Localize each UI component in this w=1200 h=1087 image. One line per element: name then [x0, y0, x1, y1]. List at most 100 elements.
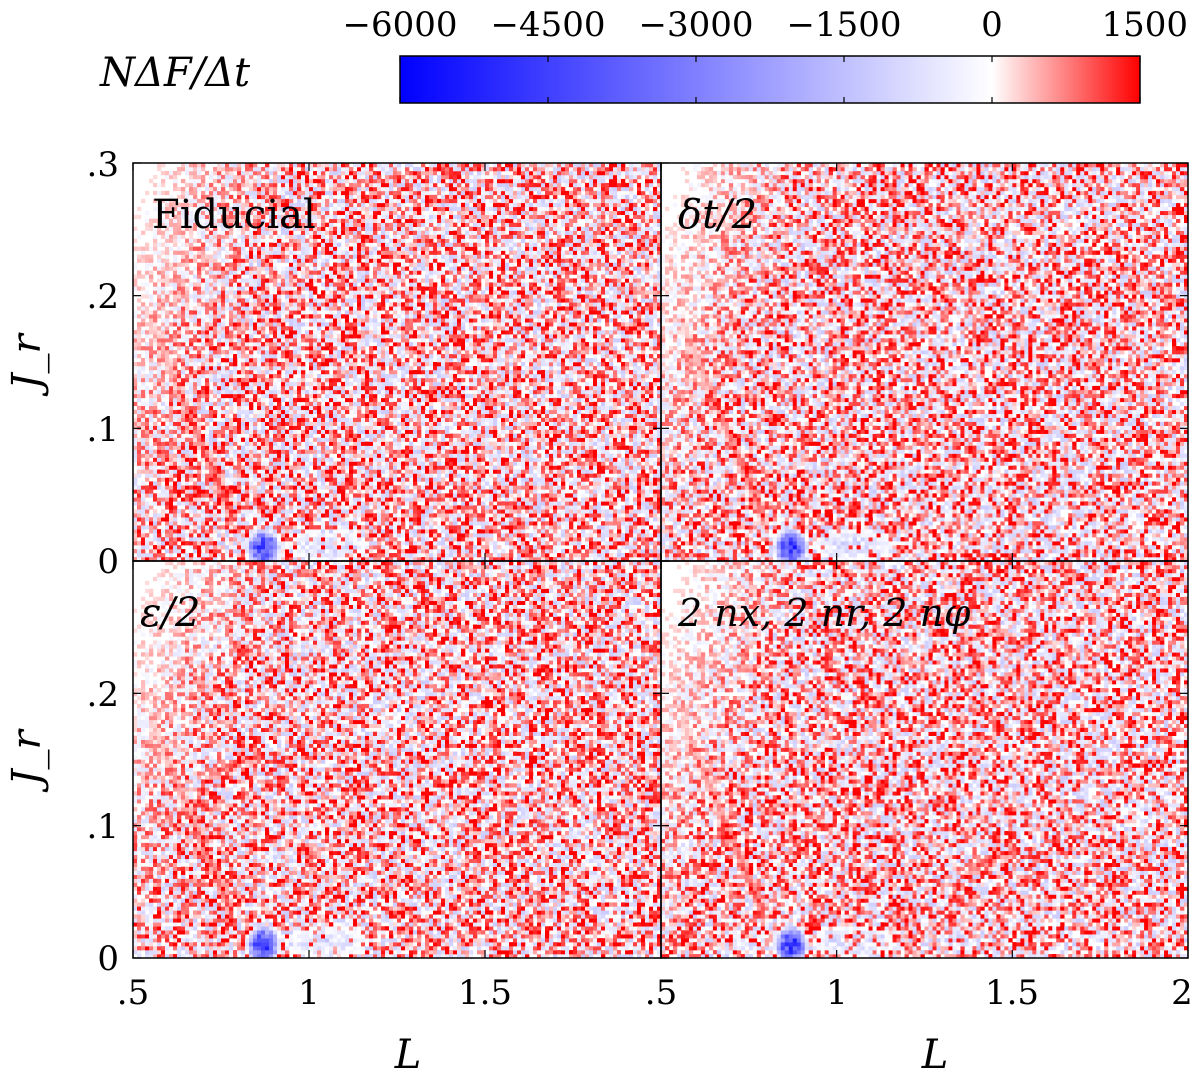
heatmap-cell — [141, 521, 145, 525]
heatmap-cell — [497, 521, 501, 525]
heatmap-cell — [613, 521, 617, 525]
heatmap-cell — [449, 517, 453, 521]
heatmap-cell — [185, 533, 189, 537]
heatmap-cell — [405, 549, 409, 553]
heatmap-cell — [273, 533, 277, 537]
figure: NΔF/Δt −6000−4500−3000−150001500 Fiducia… — [0, 0, 1200, 1082]
heatmap-cell — [473, 537, 477, 541]
heatmap-cell — [577, 533, 581, 537]
heatmap-cell — [253, 553, 257, 557]
heatmap-cell — [165, 525, 169, 529]
heatmap-cell — [365, 517, 369, 521]
heatmap-cell — [305, 521, 309, 525]
heatmap-cell — [213, 553, 217, 557]
heatmap-cell — [609, 533, 613, 537]
heatmap-cell — [201, 545, 205, 549]
heatmap-cell — [157, 553, 161, 557]
heatmap-cell — [413, 541, 417, 545]
heatmap-cell — [321, 533, 325, 537]
heatmap-cell — [245, 521, 249, 525]
heatmap-cell — [537, 541, 541, 545]
heatmap-cell — [509, 525, 513, 529]
heatmap-cell — [609, 541, 613, 545]
heatmap-cell — [145, 537, 149, 541]
heatmap-cell — [625, 533, 629, 537]
heatmap-cell — [457, 517, 461, 521]
heatmap-cell — [653, 541, 657, 545]
heatmap-cell — [377, 521, 381, 525]
heatmap-cell — [557, 541, 561, 545]
heatmap-cell — [389, 517, 393, 521]
heatmap-cell — [573, 549, 577, 553]
heatmap-cell — [297, 529, 301, 533]
heatmap-cell — [593, 553, 597, 557]
heatmap-cell — [197, 549, 201, 553]
heatmap-cell — [261, 525, 265, 529]
heatmap-cell — [609, 529, 613, 533]
heatmap-cell — [341, 545, 345, 549]
heatmap-cell — [185, 525, 189, 529]
heatmap-cell — [433, 537, 437, 541]
heatmap-cell — [629, 525, 633, 529]
heatmap-cell — [445, 529, 449, 533]
heatmap-cell — [457, 545, 461, 549]
heatmap-cell — [265, 541, 269, 545]
heatmap-cell — [349, 537, 353, 541]
heatmap-cell — [393, 517, 397, 521]
heatmap-cell — [389, 541, 393, 545]
heatmap-cell — [597, 529, 601, 533]
heatmap-cell — [221, 517, 225, 521]
heatmap-cell — [305, 537, 309, 541]
heatmap-cell — [205, 545, 209, 549]
heatmap-cell — [149, 525, 153, 529]
heatmap-cell — [649, 537, 653, 541]
heatmap-cell — [353, 525, 357, 529]
heatmap-cell — [233, 537, 237, 541]
heatmap-cell — [173, 545, 177, 549]
heatmap-cell — [397, 553, 401, 557]
heatmap-cell — [277, 553, 281, 557]
heatmap-cell — [369, 533, 373, 537]
heatmap-cell — [477, 521, 481, 525]
heatmap-cell — [329, 525, 333, 529]
heatmap-cell — [165, 517, 169, 521]
heatmap-cell — [565, 521, 569, 525]
heatmap-cell — [301, 541, 305, 545]
heatmap-cell — [577, 537, 581, 541]
heatmap-cell — [237, 517, 241, 521]
heatmap-cell — [153, 525, 157, 529]
heatmap-cell — [625, 545, 629, 549]
heatmap-cell — [313, 529, 317, 533]
heatmap-cell — [385, 541, 389, 545]
heatmap-cell — [201, 525, 205, 529]
heatmap-cell — [369, 529, 373, 533]
heatmap-cell — [317, 549, 321, 553]
heatmap-cell — [505, 537, 509, 541]
heatmap-cell — [569, 549, 573, 553]
heatmap-cell — [469, 525, 473, 529]
heatmap-cell — [141, 517, 145, 521]
heatmap-cell — [497, 553, 501, 557]
heatmap-cell — [489, 537, 493, 541]
heatmap-cell — [137, 553, 141, 557]
heatmap-cell — [201, 521, 205, 525]
heatmap-cell — [269, 541, 273, 545]
heatmap-cell — [469, 517, 473, 521]
heatmap-cell — [509, 533, 513, 537]
heatmap-cell — [233, 529, 237, 533]
heatmap-cell — [545, 545, 549, 549]
heatmap-cell — [545, 553, 549, 557]
heatmap-cell — [273, 525, 277, 529]
colorbar-tick-label: −1500 — [786, 5, 901, 45]
heatmap-cell — [645, 521, 649, 525]
heatmap-cell — [265, 549, 269, 553]
heatmap-cell — [529, 553, 533, 557]
heatmap-cell — [197, 537, 201, 541]
heatmap-cell — [285, 537, 289, 541]
heatmap-cell — [365, 541, 369, 545]
heatmap-cell — [293, 529, 297, 533]
heatmap-cell — [413, 517, 417, 521]
heatmap-cell — [361, 537, 365, 541]
heatmap-cell — [197, 553, 201, 557]
heatmap-cell — [417, 533, 421, 537]
